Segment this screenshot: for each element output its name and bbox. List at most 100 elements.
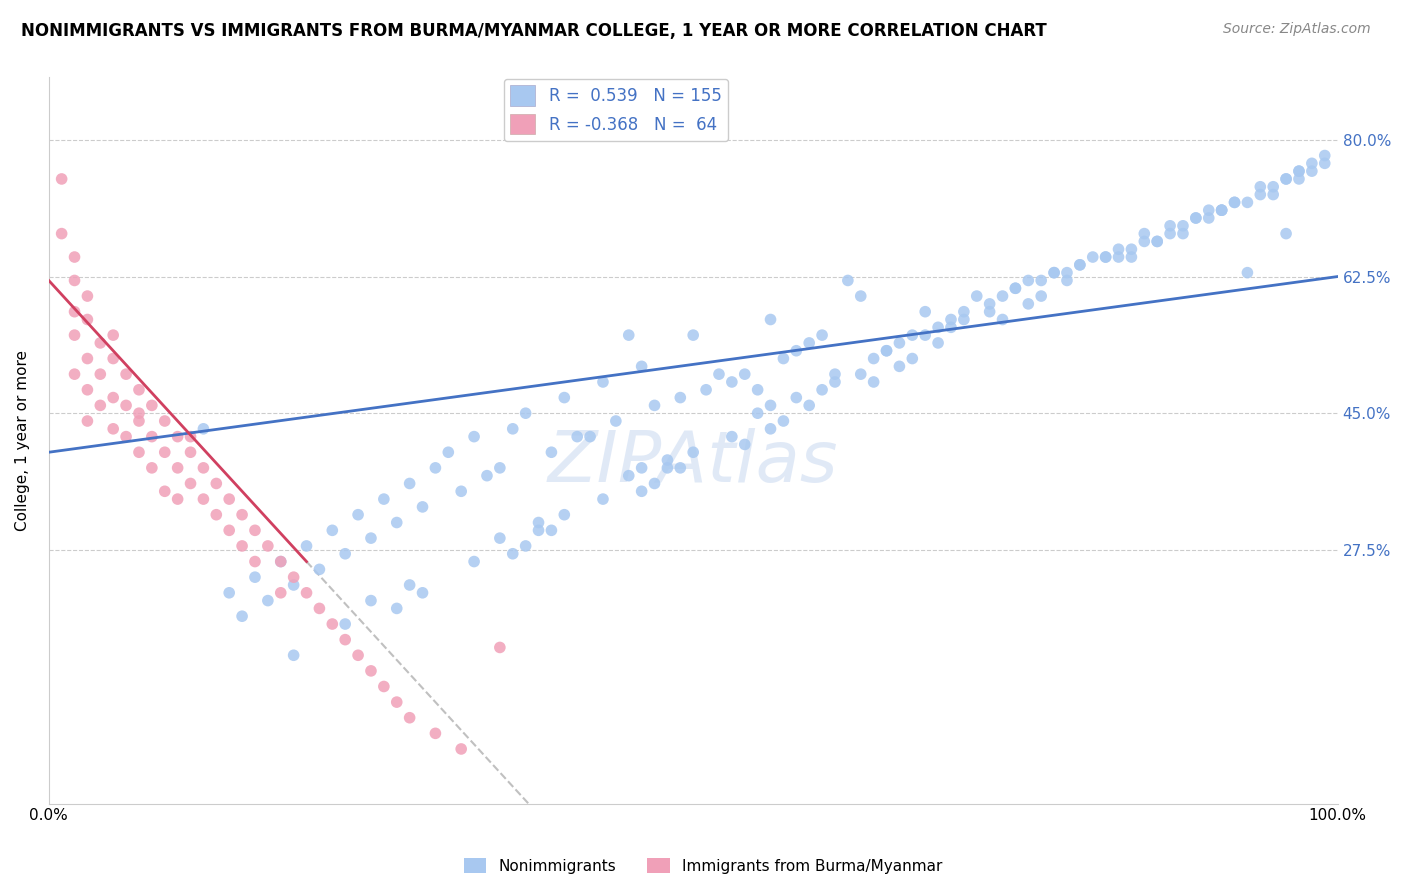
Point [193, 492, 215, 507]
Point [231, 508, 253, 522]
Point [876, 343, 898, 358]
Point [166, 461, 188, 475]
Point [1288, 164, 1310, 178]
Point [218, 492, 240, 507]
Point [1211, 203, 1233, 218]
Point [437, 445, 460, 459]
Point [605, 414, 627, 428]
Point [1133, 227, 1156, 241]
Point [682, 445, 704, 459]
Point [141, 429, 163, 443]
Point [141, 461, 163, 475]
Point [579, 429, 602, 443]
Point [1159, 219, 1181, 233]
Point [373, 680, 395, 694]
Point [1249, 179, 1271, 194]
Point [257, 539, 280, 553]
Y-axis label: College, 1 year or more: College, 1 year or more [15, 350, 30, 531]
Point [76, 289, 98, 303]
Point [657, 453, 679, 467]
Point [205, 476, 228, 491]
Point [76, 312, 98, 326]
Point [89, 398, 111, 412]
Point [939, 320, 962, 334]
Point [283, 648, 305, 663]
Point [876, 343, 898, 358]
Point [747, 406, 769, 420]
Point [682, 328, 704, 343]
Point [824, 367, 846, 381]
Point [153, 414, 176, 428]
Point [799, 398, 821, 412]
Point [1249, 187, 1271, 202]
Point [644, 476, 666, 491]
Point [721, 375, 744, 389]
Point [243, 524, 266, 538]
Point [849, 367, 872, 381]
Point [489, 640, 512, 655]
Point [1121, 242, 1143, 256]
Point [89, 335, 111, 350]
Point [463, 429, 485, 443]
Point [707, 367, 730, 381]
Point [540, 445, 562, 459]
Point [489, 531, 512, 545]
Point [270, 555, 292, 569]
Point [567, 429, 589, 443]
Point [979, 304, 1001, 318]
Point [1056, 266, 1078, 280]
Point [398, 711, 420, 725]
Point [231, 539, 253, 553]
Point [1185, 211, 1208, 225]
Point [128, 414, 150, 428]
Text: Source: ZipAtlas.com: Source: ZipAtlas.com [1223, 22, 1371, 37]
Point [527, 516, 550, 530]
Point [991, 289, 1014, 303]
Point [412, 586, 434, 600]
Point [180, 445, 202, 459]
Point [1275, 172, 1298, 186]
Point [1043, 266, 1066, 280]
Point [721, 429, 744, 443]
Point [270, 555, 292, 569]
Point [953, 312, 976, 326]
Point [398, 476, 420, 491]
Point [1185, 211, 1208, 225]
Point [115, 429, 138, 443]
Point [63, 250, 86, 264]
Point [785, 391, 807, 405]
Point [463, 555, 485, 569]
Point [166, 492, 188, 507]
Point [1275, 227, 1298, 241]
Point [385, 601, 408, 615]
Point [103, 351, 125, 366]
Point [180, 476, 202, 491]
Point [180, 429, 202, 443]
Point [515, 406, 537, 420]
Point [63, 273, 86, 287]
Point [644, 398, 666, 412]
Point [811, 328, 834, 343]
Point [425, 461, 447, 475]
Point [360, 593, 382, 607]
Point [295, 586, 318, 600]
Point [901, 351, 924, 366]
Point [450, 484, 472, 499]
Point [1004, 281, 1026, 295]
Point [243, 555, 266, 569]
Point [51, 172, 73, 186]
Point [889, 335, 911, 350]
Point [1017, 273, 1039, 287]
Point [1146, 235, 1168, 249]
Point [1069, 258, 1091, 272]
Point [979, 297, 1001, 311]
Point [966, 289, 988, 303]
Point [759, 398, 782, 412]
Point [1211, 203, 1233, 218]
Text: ZIPAtlas: ZIPAtlas [548, 428, 838, 497]
Point [837, 273, 859, 287]
Point [115, 398, 138, 412]
Point [63, 367, 86, 381]
Point [1301, 156, 1323, 170]
Point [991, 312, 1014, 326]
